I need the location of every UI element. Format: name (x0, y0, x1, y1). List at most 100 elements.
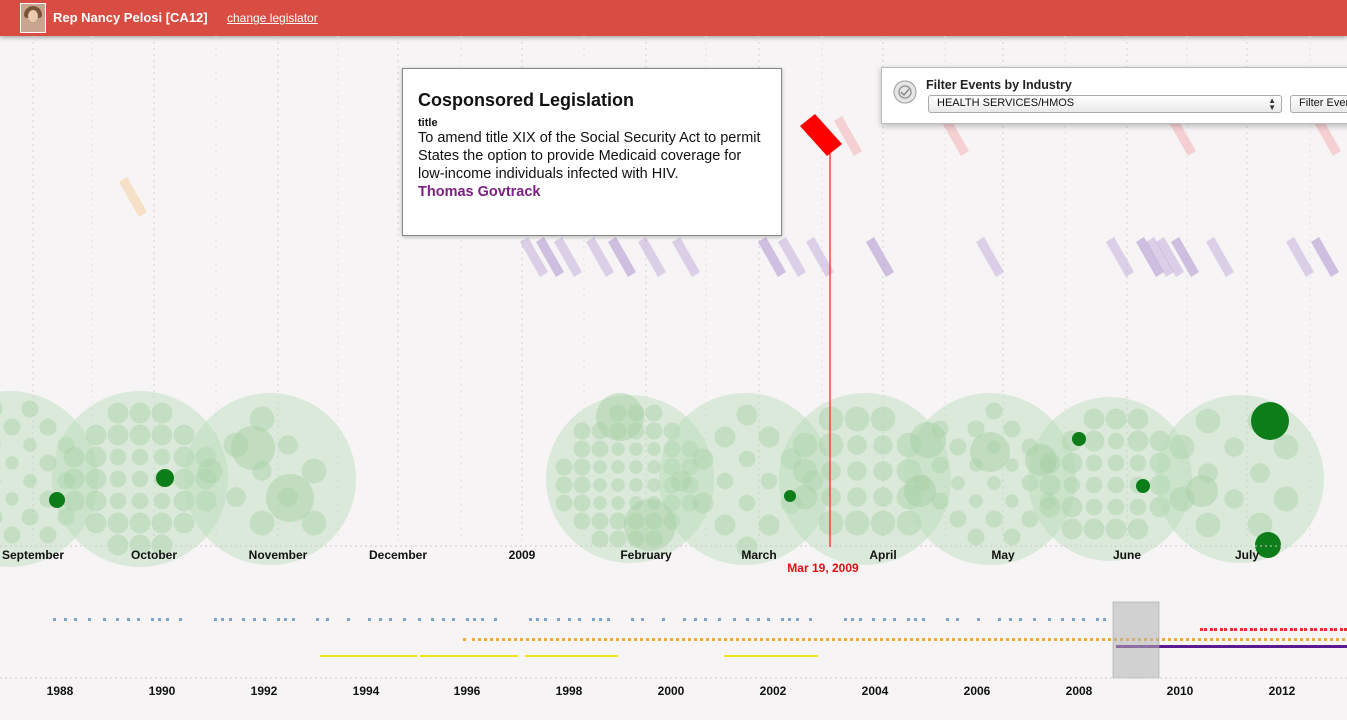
overview-event-tick (1300, 638, 1303, 641)
bubble (714, 514, 736, 536)
bubble (3, 526, 21, 544)
overview-event-tick (1264, 638, 1267, 641)
bubble (987, 476, 1001, 490)
overview-event-tick (988, 638, 991, 641)
bubble (39, 454, 57, 472)
overview-event-tick (1054, 638, 1057, 641)
bubble (5, 492, 19, 506)
overview-event-tick (466, 618, 469, 621)
event-strip (1146, 237, 1174, 277)
overview-event-tick (1278, 645, 1281, 648)
overview-timeline[interactable]: 1988 1990 1992 1994 1996 1998 2000 2002 … (0, 601, 1347, 698)
tooltip-source-link[interactable]: Thomas Govtrack (418, 184, 541, 200)
marker-flag[interactable] (800, 114, 842, 156)
year-label: 1996 (454, 684, 481, 698)
bubble (647, 442, 661, 456)
overview-event-tick (1220, 628, 1223, 631)
change-legislator-link[interactable]: change legislator (227, 11, 318, 25)
month-label: 2009 (509, 548, 536, 562)
current-date-marker[interactable]: Mar 19, 2009 (787, 114, 859, 575)
bubble-cluster (1028, 397, 1192, 561)
overview-event-tick (1090, 638, 1093, 641)
overview-event-tick (578, 618, 581, 621)
bubble-highlight (1255, 532, 1281, 558)
overview-event-tick (1084, 638, 1087, 641)
overview-event-tick (481, 618, 484, 621)
overview-event-tick (1330, 628, 1333, 631)
bubble (1039, 492, 1057, 510)
bubble (1063, 476, 1081, 494)
bubble (1083, 518, 1105, 540)
bubble (692, 492, 714, 514)
overview-event-tick (1096, 638, 1099, 641)
bubble (949, 510, 967, 528)
event-strip (638, 237, 666, 277)
overview-event-tick (1312, 638, 1315, 641)
bubble (1149, 474, 1171, 496)
timeline-visualization[interactable]: September October November December 2009… (0, 36, 1347, 720)
overview-event-tick (1167, 645, 1170, 648)
overview-event-tick (1188, 645, 1191, 648)
overview-event-tick (1239, 645, 1242, 648)
bubble (0, 477, 1, 485)
year-label: 1992 (251, 684, 278, 698)
bubble (195, 490, 217, 512)
bubble (21, 508, 39, 526)
bubble (611, 460, 625, 474)
bubble (758, 426, 780, 448)
overview-event-tick (1293, 645, 1296, 648)
overview-event-tick (1209, 645, 1212, 648)
overview-event-tick (820, 638, 823, 641)
overview-event-tick (1048, 638, 1051, 641)
overview-event-tick (970, 638, 973, 641)
bubble (1224, 437, 1244, 457)
bubble-cluster (184, 393, 356, 565)
current-date-label: Mar 19, 2009 (787, 561, 859, 575)
overview-event-tick (53, 618, 56, 621)
bubble (1061, 518, 1083, 540)
overview-event-tick (1082, 618, 1085, 621)
legislator-avatar (20, 3, 46, 33)
overview-event-tick (127, 618, 130, 621)
overview-event-tick (872, 618, 875, 621)
overview-event-tick (277, 618, 280, 621)
overview-event-tick (781, 618, 784, 621)
bubble (63, 446, 85, 468)
overview-event-tick (664, 638, 667, 641)
bubble (153, 492, 171, 510)
bubble (670, 470, 692, 492)
overview-event-tick (718, 638, 721, 641)
bubble (593, 496, 607, 510)
bubble (266, 474, 314, 522)
overview-event-tick (442, 618, 445, 621)
overview-event-tick (64, 618, 67, 621)
bubble (109, 492, 127, 510)
overview-brush[interactable] (1112, 601, 1160, 679)
bubble (1195, 512, 1221, 538)
year-label: 2006 (964, 684, 991, 698)
overview-event-tick (994, 638, 997, 641)
overview-event-tick (1204, 638, 1207, 641)
filter-events-button[interactable]: Filter Events (1290, 95, 1347, 113)
bubble (844, 406, 870, 432)
overview-event-tick (928, 638, 931, 641)
tooltip-title-text: To amend title XIX of the Social Securit… (418, 130, 761, 182)
overview-event-tick (733, 618, 736, 621)
overview-event-tick (1284, 645, 1287, 648)
overview-event-tick (1336, 638, 1339, 641)
bubble (931, 456, 949, 474)
bubble (1107, 454, 1125, 472)
overview-event-tick (574, 638, 577, 641)
overview-event-tick (508, 638, 511, 641)
industry-select[interactable]: HEALTH SERVICES/HMOS ▲ ▼ (928, 95, 1282, 113)
contribution-bubbles[interactable] (0, 391, 1324, 567)
bubble (611, 478, 625, 492)
bubble (1186, 475, 1218, 507)
overview-event-tick (1036, 638, 1039, 641)
overview-event-tick (580, 638, 583, 641)
overview-event-tick (610, 638, 613, 641)
overview-event-tick (922, 638, 925, 641)
header-bar: Rep Nancy Pelosi [CA12] change legislato… (0, 0, 1347, 36)
overview-event-tick (616, 638, 619, 641)
overview-event-tick (418, 618, 421, 621)
